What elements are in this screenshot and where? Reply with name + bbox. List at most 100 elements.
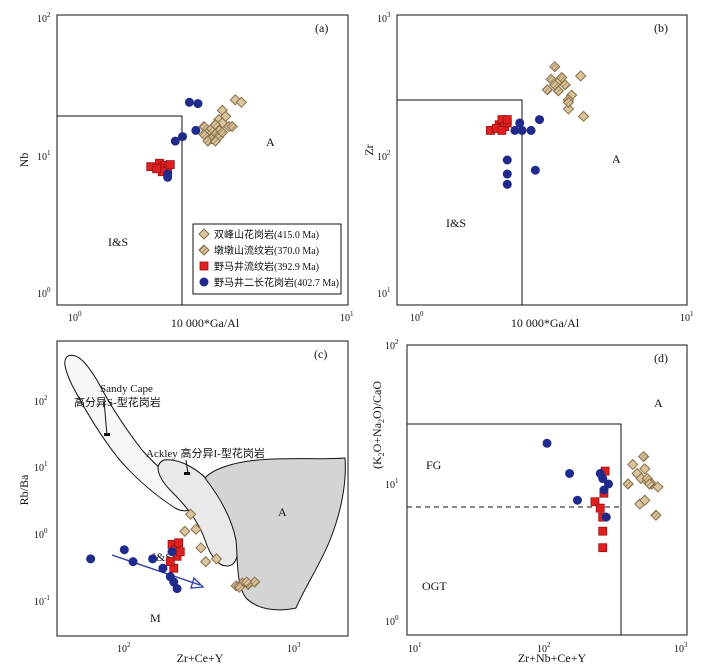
panel-c-diamond-point-2 [195,542,207,554]
panel-b-circle-point-8 [530,165,540,175]
panel-b-square-point-7 [502,115,512,124]
panel-c-ytick-0: 10-1 [34,594,50,608]
panel-c-xtick-0: 102 [117,641,131,655]
panel-d-xtick-0: 101 [408,641,422,655]
panel-d-ytick-1: 101 [385,477,399,491]
panel-c-diamond-point-1 [190,523,202,536]
panel-b-field-is: I&S [446,216,466,230]
panel-d-frame [406,344,688,636]
panel-b-circle-point-3 [526,125,536,135]
panel-c-square-point-6 [175,547,185,557]
panel-d-circle-point-2 [572,495,582,505]
panel-a-diamond-point-1 [235,96,248,109]
panel-c-circle-point-2 [128,557,138,567]
sandy-cape-pointer [104,433,110,436]
panel-c-xtick-1: 103 [287,641,301,655]
panel-b-circle-point-5 [502,155,512,165]
panel-c-ackley-label: Ackley 高分异I-型花岗岩 [146,446,265,460]
panel-d-xtick-2: 103 [674,641,688,655]
panel-a-circle-point-1 [193,99,203,109]
panel-d-field-a: A [654,396,663,410]
panel-c-sandy-label-1: Sandy Cape [100,383,153,395]
trend-arrow-line [111,554,201,586]
panel-d-diamond-point-0 [627,458,639,471]
panel-d-diamond-point-6 [652,481,664,493]
trend-arrow-head [190,576,205,589]
panel-a-ytick-0: 100 [37,286,51,300]
panel-b-diamond-point-5 [577,110,590,123]
legend-item-diamond: 双峰山花岗岩(415.0 Ma) [198,228,319,241]
panel-d-circle-point-7 [604,479,614,489]
panel-d-square-point-1 [595,503,605,513]
panel-a-circle-point-4 [170,136,180,146]
legend-hatched-marker [198,244,210,256]
panel-d-hatched-point-3 [650,509,662,521]
panel-d-hatched-point-0 [637,450,650,463]
panel-b-field-a: A [612,152,621,166]
panel-b-square-point-6 [497,126,507,135]
panel-c-square-point-3 [174,538,184,548]
legend-box [192,223,342,295]
panel-a-hatched-point-11 [226,120,238,133]
panel-b-boundary [397,99,523,305]
panel-a-square-point-8 [152,164,162,174]
panel-b-circle-point-0 [515,118,525,128]
panel-d-circle-point-6 [601,512,611,522]
panel-c-ylabel: Rb/Ba [17,474,31,505]
panel-c-circle-point-0 [86,554,96,564]
panel-a-circle-point-0 [184,97,194,107]
panel-c-circle-point-1 [119,545,129,555]
panel-c-diamond-point-4 [179,525,191,538]
field-a-gray [204,457,346,611]
panel-d-ytick-2: 102 [385,338,399,352]
panel-d-boundary [407,423,622,635]
legend: 双峰山花岗岩(415.0 Ma) 墩墩山流纹岩(370.0 Ma) 野马井流纹岩… [192,223,342,295]
panel-c-circle-point-4 [158,563,168,573]
panel-a-hatched-point-9 [216,126,229,139]
panel-c-circle-point-3 [148,554,158,564]
panel-b-circle-point-7 [502,179,512,189]
panel-a: (a) I&S A Nb 10 000*Ga/Al 100 101 100 10… [17,11,354,330]
panel-b-xtick-0: 100 [410,310,424,324]
panel-b-tag: (b) [654,21,668,35]
legend-item-square: 野马井流纹岩(392.9 Ma) [199,260,319,273]
panel-d-circle-point-1 [565,468,575,478]
panel-d-ylabel: (K2O+Na2O)/CaO [370,381,386,469]
ackley-leader [185,459,189,475]
panel-d-field-ogt: OGT [422,579,447,593]
panel-b-hatched-point-0 [549,60,561,73]
panel-a-xtick-1: 101 [340,310,354,324]
panel-d-ytick-0: 100 [385,614,399,628]
panel-c-circle-point-8 [167,547,177,557]
panel-a-frame [56,14,349,306]
legend-square-marker [199,261,209,271]
panel-a-field-a: A [266,135,275,149]
panel-a-ylabel: Nb [17,153,31,168]
panel-a-tag: (a) [315,21,328,35]
panel-a-xtick-0: 100 [68,310,82,324]
panel-b-ylabel: Zr [362,144,376,155]
panel-d-circle-point-0 [542,438,552,448]
legend-item-circle: 野马井二长花岗岩(402.7 Ma) [199,276,339,289]
panel-d-marks [542,438,664,553]
panel-c-tag: (c) [314,347,327,361]
panel-b-xtick-1: 101 [680,310,694,324]
panel-b-circle-point-1 [510,125,520,135]
panel-d-diamond-point-8 [639,494,651,506]
panel-b-diamond-point-0 [574,70,587,82]
panel-c-xlabel: Zr+Ce+Y [177,651,224,665]
panel-a-circle-point-3 [178,132,188,142]
legend-diamond-marker [198,228,210,240]
panel-c-hatched-point-4 [233,581,246,593]
panel-d-tag: (d) [654,351,668,365]
panel-b: (b) I&S A Zr 10 000*Ga/Al 100 101 101 10… [362,11,694,330]
panel-b-hatched-point-4 [559,79,571,91]
panel-b-ytick-1: 102 [377,149,391,163]
panel-c-diamond-point-3 [199,555,212,568]
panel-a-xlabel: 10 000*Ga/Al [171,316,240,330]
panel-c-ytick-3: 102 [34,394,48,408]
legend-square-label: 野马井流纹岩(392.9 Ma) [214,260,319,273]
panel-d-hatched-point-2 [643,478,656,490]
legend-item-hatched: 墩墩山流纹岩(370.0 Ma) [198,244,319,257]
